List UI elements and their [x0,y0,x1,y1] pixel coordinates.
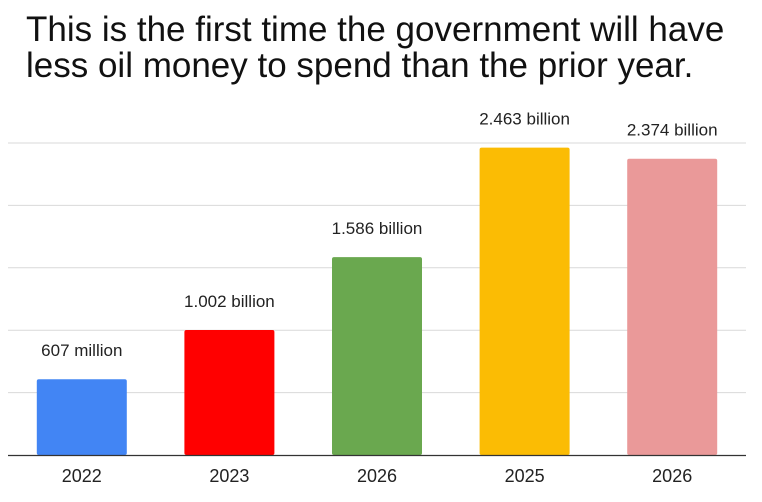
x-tick-label: 2026 [652,466,692,486]
chart-title-line-1: This is the first time the government wi… [26,10,725,49]
bar-data-label: 1.586 billion [332,219,423,238]
x-tick-label: 2023 [209,466,249,486]
data-labels: 607 million 1.002 billion 1.586 billion 2.4… [41,110,717,361]
bar-2026-4 [627,158,718,455]
bar-2026-2 [332,257,422,455]
bar-data-label: 607 million [41,341,122,360]
chart-title-line-2: less oil money to spend than the prior y… [26,46,694,85]
bar-2023-1 [184,329,275,455]
x-tick-label: 2022 [62,466,102,486]
x-tick-label: 2025 [505,466,545,486]
bar-data-label: 1.002 billion [184,292,275,311]
chart-title: This is the first time the government wi… [26,12,746,84]
bar-data-label: 2.463 billion [479,110,570,129]
x-tick-label: 2026 [357,466,397,486]
bar-2022-0 [36,379,127,455]
bar-data-label: 2.374 billion [627,121,718,140]
bar-2025-3 [479,147,570,455]
bars [36,147,718,455]
x-axis-tick-labels: 2022 2023 2026 2025 2026 [62,466,692,486]
